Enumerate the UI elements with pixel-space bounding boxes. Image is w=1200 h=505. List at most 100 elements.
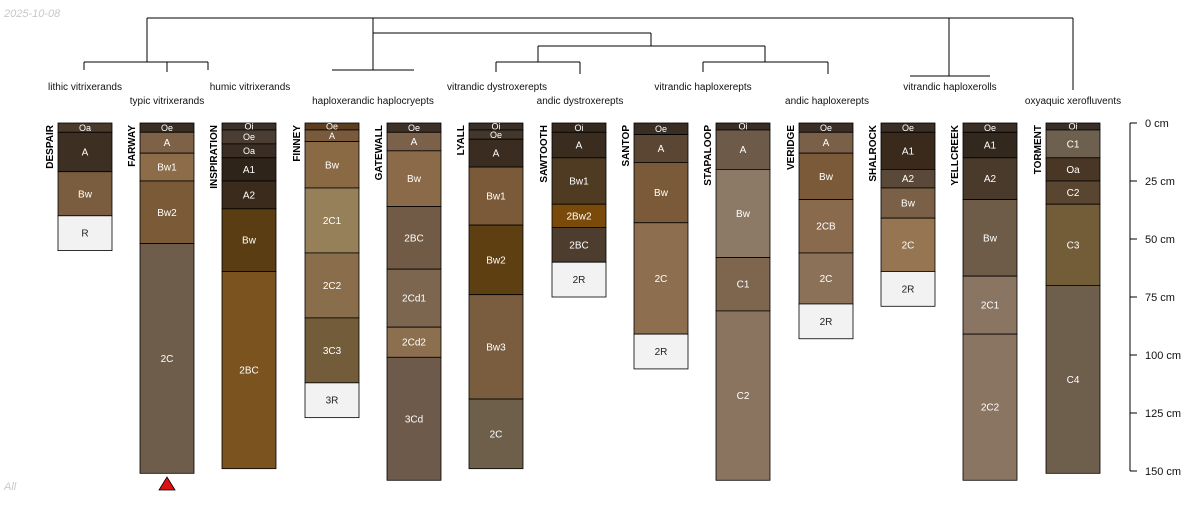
horizon-bw1 xyxy=(468,166,524,226)
profile-shalrock: Oe A1 A2 Bw 2C 2R SHALROCK xyxy=(868,122,936,307)
profile-name-label: SHALROCK xyxy=(868,124,879,181)
horizon-bw xyxy=(633,162,689,224)
horizon-label: C1 xyxy=(737,280,750,291)
horizon-label: 2C xyxy=(655,274,668,285)
profile-veridge: Oe A Bw 2CB 2C 2R VERIDGE xyxy=(786,122,854,340)
horizon-2cb xyxy=(798,199,854,254)
horizon-label: Bw xyxy=(983,233,998,244)
horizon-label: 2R xyxy=(655,347,668,358)
dendrogram xyxy=(83,17,1074,90)
horizon-2c1 xyxy=(962,275,1018,335)
horizon-label: A1 xyxy=(902,146,915,157)
horizon-label: Oe xyxy=(655,124,667,134)
horizon-label: A1 xyxy=(984,141,997,152)
horizon-bw3 xyxy=(468,294,524,400)
horizon-label: A xyxy=(823,138,830,149)
horizon-label: C2 xyxy=(1067,188,1080,199)
horizon-2r xyxy=(798,303,854,340)
horizon-bw xyxy=(304,141,360,189)
horizon-label: Oi xyxy=(245,122,254,132)
horizon-2bc xyxy=(221,271,277,470)
horizon-2r xyxy=(880,271,936,307)
horizon-label: Oe xyxy=(326,122,338,132)
depth-tick-label: 0 cm xyxy=(1145,118,1169,130)
taxon-label: vitrandic haploxerepts xyxy=(654,82,751,93)
taxon-label: andic haploxerepts xyxy=(785,96,869,107)
horizon-a xyxy=(551,131,607,159)
profile-finney: OeA Bw 2C1 2C2 3C3 3R FINNEY xyxy=(292,122,360,419)
horizon-c3 xyxy=(1045,203,1101,286)
horizon-label: Bw2 xyxy=(486,255,506,266)
horizon-label: 2Bw2 xyxy=(566,211,591,222)
horizon-a2 xyxy=(221,180,277,210)
profile-name-label: SAWTOOTH xyxy=(539,125,550,183)
taxon-label: vitrandic dystroxerepts xyxy=(447,82,547,93)
profile-farway: Oe A Bw1 Bw2 2C FARWAY xyxy=(127,122,195,474)
horizon-label: Bw xyxy=(901,199,916,210)
horizon-label: Oa xyxy=(79,123,91,133)
horizon-label: C3 xyxy=(1067,240,1080,251)
horizon-label: A2 xyxy=(243,190,256,201)
horizon-label: Bw xyxy=(78,189,93,200)
horizon-label: A xyxy=(658,144,665,155)
horizon-label: 2R xyxy=(820,317,833,328)
horizon-bw xyxy=(386,150,442,207)
horizon-label: C4 xyxy=(1067,375,1080,386)
horizon-label: Oa xyxy=(243,146,255,156)
horizon-a xyxy=(468,138,524,168)
horizon-c4 xyxy=(1045,284,1101,474)
horizon-2cd2 xyxy=(386,326,442,358)
horizon-label: 2C xyxy=(161,354,174,365)
horizon-label: A xyxy=(164,138,171,149)
taxon-label: andic dystroxerepts xyxy=(537,96,624,107)
profile-torment: Oi C1 Oa C2 C3 C4 TORMENT xyxy=(1033,122,1101,474)
taxon-label: oxyaquic xerofluvents xyxy=(1025,96,1121,107)
horizon-label: C2 xyxy=(737,391,750,402)
horizon-bw1 xyxy=(551,157,607,205)
horizon-label: 2Cd2 xyxy=(402,338,426,349)
taxon-label: lithic vitrixerands xyxy=(48,82,122,93)
horizon-bw xyxy=(57,171,113,217)
horizon-3r xyxy=(304,382,360,419)
profile-name-label: GATEWALL xyxy=(374,125,385,180)
horizon-2c2 xyxy=(962,333,1018,481)
horizon-bw xyxy=(221,208,277,272)
horizon-label: A xyxy=(576,141,583,152)
horizon-label: 2C2 xyxy=(981,403,1000,414)
horizon-2c xyxy=(139,243,195,474)
horizon-label: 2BC xyxy=(569,240,588,251)
horizon-2c2 xyxy=(304,252,360,319)
profile-santop: Oe A Bw 2C 2R SANTOP xyxy=(621,122,689,370)
horizon-label: 3R xyxy=(326,396,339,407)
horizon-label: A xyxy=(329,131,335,141)
horizon-label: 3Cd xyxy=(405,414,423,425)
horizon-label: 3C3 xyxy=(323,346,342,357)
horizon-label: Oe xyxy=(408,123,420,133)
depth-tick-label: 50 cm xyxy=(1145,234,1175,246)
horizon-label: Bw xyxy=(654,188,669,199)
horizon-r xyxy=(57,215,113,252)
depth-tick-label: 100 cm xyxy=(1145,350,1181,362)
horizon-2cd1 xyxy=(386,268,442,328)
depth-tick-label: 150 cm xyxy=(1145,466,1181,478)
horizon-a xyxy=(715,129,771,170)
horizon-label: 2C2 xyxy=(323,281,342,292)
horizon-a2 xyxy=(962,157,1018,200)
corner-note: All xyxy=(4,481,17,493)
profile-gatewall: Oe A Bw 2BC 2Cd1 2Cd2 3Cd GATEWALL xyxy=(374,122,442,481)
horizon-label: 2C1 xyxy=(323,216,342,227)
horizon-bw xyxy=(715,168,771,258)
horizon-bw2 xyxy=(139,180,195,245)
horizon-label: R xyxy=(81,229,88,240)
horizon-label: Oe xyxy=(490,130,502,140)
horizon-label: 2Cd1 xyxy=(402,294,426,305)
horizon-label: Bw xyxy=(325,160,340,171)
horizon-a1 xyxy=(962,131,1018,159)
horizon-label: Bw2 xyxy=(157,208,177,219)
profile-name-label: VERIDGE xyxy=(786,125,797,170)
depth-axis: 0 cm 25 cm 50 cm 75 cm 100 cm 125 cm 150 cm xyxy=(1129,118,1181,478)
horizon-bw1 xyxy=(139,152,195,182)
